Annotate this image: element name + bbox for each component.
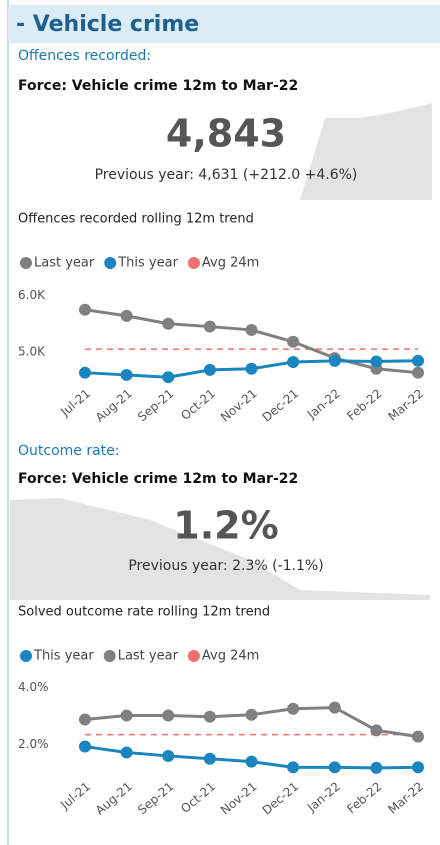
y-tick-label: 2.0% bbox=[18, 737, 49, 751]
data-point bbox=[203, 710, 216, 723]
data-point bbox=[245, 323, 258, 336]
data-point bbox=[245, 708, 258, 721]
legend-marker bbox=[103, 650, 116, 662]
data-point bbox=[328, 354, 341, 367]
y-tick-label: 6.0K bbox=[18, 288, 46, 302]
section-heading: Outcome rate: bbox=[18, 443, 120, 459]
data-point bbox=[79, 740, 91, 753]
data-point bbox=[120, 368, 133, 381]
data-point bbox=[79, 713, 91, 726]
legend-label: Avg 24m bbox=[202, 256, 259, 271]
data-point bbox=[370, 761, 383, 774]
section-subtitle: Force: Vehicle crime 12m to Mar-22 bbox=[18, 78, 298, 94]
data-point bbox=[120, 709, 133, 722]
data-point bbox=[328, 701, 341, 714]
data-point bbox=[79, 366, 91, 379]
data-point bbox=[287, 356, 300, 368]
data-point bbox=[120, 746, 133, 759]
section-heading: Offences recorded: bbox=[18, 48, 151, 64]
kpi-sparkline bbox=[10, 498, 430, 600]
data-point bbox=[203, 363, 216, 376]
y-tick-label: 5.0K bbox=[18, 344, 46, 358]
data-point bbox=[412, 761, 424, 774]
y-tick-label: 4.0% bbox=[18, 680, 49, 694]
header-title: - Vehicle crime bbox=[16, 12, 199, 37]
data-point bbox=[370, 355, 383, 368]
kpi-previous: Previous year: 4,631 (+212.0 +4.6%) bbox=[95, 167, 358, 183]
data-point bbox=[120, 309, 133, 322]
data-point bbox=[162, 371, 175, 384]
kpi-value: 1.2% bbox=[173, 504, 278, 548]
legend-label: Last year bbox=[118, 649, 179, 664]
data-point bbox=[245, 362, 258, 375]
data-point bbox=[287, 335, 300, 348]
legend-label: This year bbox=[117, 256, 178, 271]
chart-title: Offences recorded rolling 12m trend bbox=[18, 212, 254, 227]
legend-label: Avg 24m bbox=[202, 649, 259, 664]
data-point bbox=[245, 755, 258, 768]
section-subtitle: Force: Vehicle crime 12m to Mar-22 bbox=[18, 471, 298, 487]
data-point bbox=[412, 366, 424, 379]
data-point bbox=[162, 709, 175, 722]
chart-title: Solved outcome rate rolling 12m trend bbox=[18, 605, 270, 620]
data-point bbox=[162, 317, 175, 330]
data-point bbox=[203, 320, 216, 333]
legend-marker bbox=[187, 257, 200, 269]
data-point bbox=[412, 730, 424, 743]
data-point bbox=[203, 752, 216, 765]
kpi-sparkline bbox=[300, 103, 432, 200]
legend-marker bbox=[187, 650, 200, 662]
data-point bbox=[412, 354, 424, 367]
legend-label: This year bbox=[33, 649, 94, 664]
kpi-previous: Previous year: 2.3% (-1.1%) bbox=[128, 558, 323, 574]
header-bar bbox=[8, 5, 440, 43]
data-point bbox=[328, 761, 341, 774]
legend-marker bbox=[20, 257, 32, 269]
legend-marker bbox=[20, 650, 32, 662]
data-point bbox=[79, 303, 91, 316]
legend-marker bbox=[104, 257, 117, 269]
kpi-value: 4,843 bbox=[166, 112, 286, 156]
data-point bbox=[287, 761, 300, 774]
legend-label: Last year bbox=[34, 256, 95, 271]
data-point bbox=[370, 724, 383, 737]
data-point bbox=[162, 749, 175, 762]
data-point bbox=[287, 702, 300, 715]
